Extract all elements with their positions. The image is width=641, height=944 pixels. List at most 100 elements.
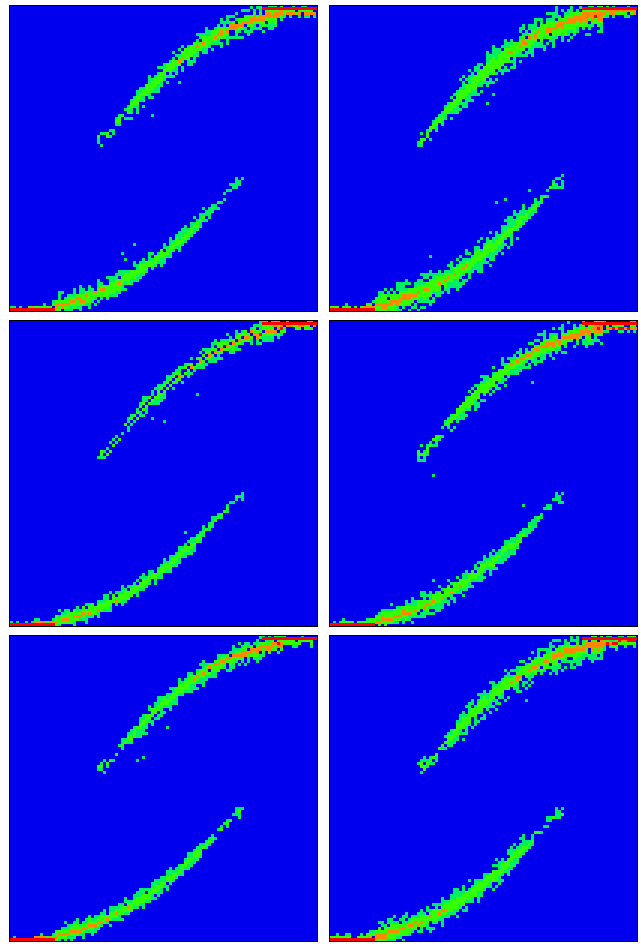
- heatmap-cell: [172, 687, 175, 690]
- heatmap-cell: [268, 333, 271, 336]
- heatmap-cell: [435, 903, 438, 906]
- heatmap-cell: [82, 921, 85, 924]
- heatmap-cell: [540, 360, 543, 363]
- heatmap-cell: [408, 609, 411, 612]
- heatmap-cell: [187, 57, 190, 60]
- heatmap-cell: [79, 930, 82, 933]
- heatmap-cell: [148, 252, 151, 255]
- heatmap-cell: [501, 552, 504, 555]
- heatmap-cell: [564, 33, 567, 36]
- heatmap-cell: [115, 291, 118, 294]
- heatmap-cell: [151, 711, 154, 714]
- heatmap-cell: [58, 300, 61, 303]
- heatmap-cell: [142, 891, 145, 894]
- heatmap-cell: [73, 930, 76, 933]
- heatmap-cell: [516, 225, 519, 228]
- heatmap-cell: [558, 342, 561, 345]
- heatmap-cell: [208, 351, 211, 354]
- heatmap-cell: [450, 594, 453, 597]
- heatmap-cell: [292, 639, 295, 642]
- heatmap-cell: [477, 720, 480, 723]
- heatmap-cell: [561, 186, 564, 189]
- heatmap-cell: [426, 606, 429, 609]
- heatmap-cell: [124, 900, 127, 903]
- heatmap-cell: [429, 762, 432, 765]
- heatmap-cell: [456, 915, 459, 918]
- heatmap-cell: [561, 648, 564, 651]
- heatmap-cell: [456, 108, 459, 111]
- heatmap-cell: [417, 453, 420, 456]
- heatmap-cell: [597, 648, 600, 651]
- heatmap-cell: [483, 66, 486, 69]
- heatmap-cell: [280, 324, 283, 327]
- heatmap-cell: [519, 369, 522, 372]
- heatmap-cell: [534, 21, 537, 24]
- heatmap-cell: [88, 609, 91, 612]
- heatmap-cell: [438, 915, 441, 918]
- heatmap-outlier-cell: [432, 474, 435, 477]
- heatmap-cell: [585, 24, 588, 27]
- heatmap-cell: [199, 357, 202, 360]
- heatmap-cell: [97, 300, 100, 303]
- heatmap-cell: [519, 534, 522, 537]
- heatmap-cell: [139, 735, 142, 738]
- heatmap-cell: [447, 579, 450, 582]
- heatmap-cell: [220, 348, 223, 351]
- heatmap-cell: [585, 12, 588, 15]
- heatmap-cell: [169, 882, 172, 885]
- heatmap-cell: [429, 303, 432, 306]
- heatmap-cell: [211, 663, 214, 666]
- heatmap-cell: [199, 42, 202, 45]
- heatmap-cell: [510, 222, 513, 225]
- heatmap-cell: [540, 333, 543, 336]
- heatmap-outlier-cell: [486, 696, 489, 699]
- heatmap-outlier-cell: [504, 198, 507, 201]
- heatmap-cell: [501, 879, 504, 882]
- heatmap-cell: [453, 585, 456, 588]
- heatmap-cell: [169, 384, 172, 387]
- heatmap-cell: [139, 402, 142, 405]
- heatmap-cell: [160, 564, 163, 567]
- heatmap-cell: [450, 282, 453, 285]
- heatmap-cell: [570, 330, 573, 333]
- heatmap-cell: [112, 438, 115, 441]
- heatmap-cell: [456, 732, 459, 735]
- heatmap-cell: [492, 681, 495, 684]
- heatmap-outlier-cell: [151, 417, 154, 420]
- heatmap-cell: [381, 933, 384, 936]
- heatmap-cell: [411, 600, 414, 603]
- heatmap-cell: [256, 639, 259, 642]
- heatmap-cell: [606, 15, 609, 18]
- heatmap-cell: [513, 861, 516, 864]
- heatmap-cell: [235, 648, 238, 651]
- heatmap-cell: [190, 234, 193, 237]
- heatmap-cell: [453, 732, 456, 735]
- heatmap-cell: [522, 366, 525, 369]
- heatmap-cell: [507, 363, 510, 366]
- heatmap-cell: [471, 270, 474, 273]
- heatmap-cell: [43, 936, 46, 939]
- heatmap-cell: [333, 936, 336, 939]
- heatmap-cell: [474, 885, 477, 888]
- heatmap-cell: [142, 888, 145, 891]
- heatmap-cell: [130, 738, 133, 741]
- heatmap-cell: [139, 720, 142, 723]
- heatmap-cell: [205, 348, 208, 351]
- heatmap-cell: [133, 261, 136, 264]
- heatmap-cell: [187, 852, 190, 855]
- heatmap-cell: [277, 639, 280, 642]
- heatmap-cell: [205, 39, 208, 42]
- heatmap-cell: [142, 270, 145, 273]
- heatmap-cell: [585, 648, 588, 651]
- heatmap-cell: [477, 702, 480, 705]
- heatmap-cell: [121, 432, 124, 435]
- heatmap-cell: [235, 12, 238, 15]
- heatmap-cell: [178, 48, 181, 51]
- heatmap-cell: [588, 336, 591, 339]
- heatmap-cell: [226, 819, 229, 822]
- heatmap-cell: [543, 24, 546, 27]
- heatmap-cell: [384, 612, 387, 615]
- heatmap-cell: [411, 609, 414, 612]
- heatmap-cell: [259, 342, 262, 345]
- heatmap-cell: [450, 96, 453, 99]
